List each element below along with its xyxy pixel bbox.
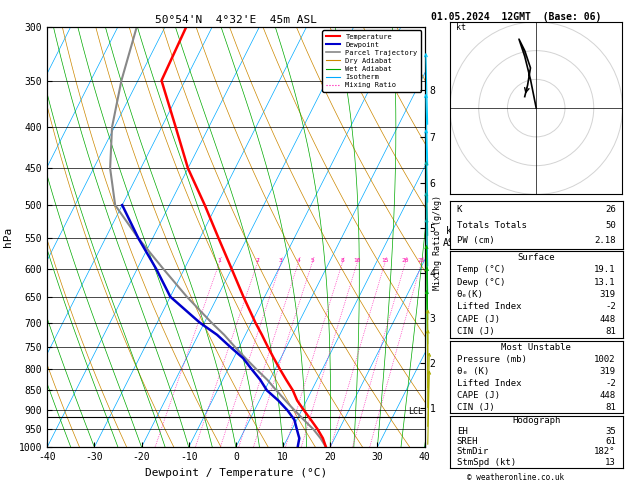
Text: 4: 4 bbox=[296, 258, 300, 263]
Text: Mixing Ratio (g/kg): Mixing Ratio (g/kg) bbox=[433, 195, 442, 291]
Text: 1002: 1002 bbox=[594, 355, 616, 364]
Title: 50°54'N  4°32'E  45m ASL: 50°54'N 4°32'E 45m ASL bbox=[155, 15, 317, 25]
Text: 10: 10 bbox=[353, 258, 361, 263]
Y-axis label: km
ASL: km ASL bbox=[443, 226, 461, 248]
Text: CAPE (J): CAPE (J) bbox=[457, 391, 499, 399]
Text: 2: 2 bbox=[255, 258, 259, 263]
Text: StmDir: StmDir bbox=[457, 448, 489, 456]
Text: θₑ (K): θₑ (K) bbox=[457, 366, 489, 376]
Text: K: K bbox=[457, 205, 462, 214]
Text: CIN (J): CIN (J) bbox=[457, 327, 494, 336]
Text: 8: 8 bbox=[340, 258, 344, 263]
Text: SREH: SREH bbox=[457, 437, 478, 446]
Text: Most Unstable: Most Unstable bbox=[501, 343, 571, 352]
Text: Temp (°C): Temp (°C) bbox=[457, 265, 505, 274]
Text: 50: 50 bbox=[605, 221, 616, 229]
Text: Pressure (mb): Pressure (mb) bbox=[457, 355, 526, 364]
Text: 15: 15 bbox=[381, 258, 389, 263]
Legend: Temperature, Dewpoint, Parcel Trajectory, Dry Adiabat, Wet Adiabat, Isotherm, Mi: Temperature, Dewpoint, Parcel Trajectory… bbox=[323, 30, 421, 92]
Text: CIN (J): CIN (J) bbox=[457, 402, 494, 412]
Text: 319: 319 bbox=[599, 366, 616, 376]
Text: Lifted Index: Lifted Index bbox=[457, 379, 521, 388]
Text: 448: 448 bbox=[599, 391, 616, 399]
Text: 81: 81 bbox=[605, 402, 616, 412]
Text: Hodograph: Hodograph bbox=[512, 416, 560, 425]
Text: © weatheronline.co.uk: © weatheronline.co.uk bbox=[467, 473, 564, 482]
Text: kt: kt bbox=[455, 23, 465, 33]
Text: 1: 1 bbox=[218, 258, 221, 263]
Text: 35: 35 bbox=[605, 427, 616, 435]
Text: θₑ(K): θₑ(K) bbox=[457, 290, 484, 299]
Text: Dewp (°C): Dewp (°C) bbox=[457, 278, 505, 287]
Text: LCL: LCL bbox=[408, 407, 423, 416]
Text: 20: 20 bbox=[401, 258, 409, 263]
Text: Totals Totals: Totals Totals bbox=[457, 221, 526, 229]
Text: 61: 61 bbox=[605, 437, 616, 446]
Text: CAPE (J): CAPE (J) bbox=[457, 315, 499, 324]
Text: -2: -2 bbox=[605, 302, 616, 312]
Text: 319: 319 bbox=[599, 290, 616, 299]
Y-axis label: hPa: hPa bbox=[3, 227, 13, 247]
Text: -2: -2 bbox=[605, 379, 616, 388]
Text: StmSpd (kt): StmSpd (kt) bbox=[457, 458, 516, 467]
Text: 13: 13 bbox=[605, 458, 616, 467]
Text: 25: 25 bbox=[418, 258, 425, 263]
Text: 13.1: 13.1 bbox=[594, 278, 616, 287]
Text: 5: 5 bbox=[310, 258, 314, 263]
Text: PW (cm): PW (cm) bbox=[457, 236, 494, 245]
Text: 26: 26 bbox=[605, 205, 616, 214]
Text: Surface: Surface bbox=[518, 253, 555, 262]
Text: 19.1: 19.1 bbox=[594, 265, 616, 274]
Text: 81: 81 bbox=[605, 327, 616, 336]
Text: 448: 448 bbox=[599, 315, 616, 324]
Text: 2.18: 2.18 bbox=[594, 236, 616, 245]
Text: 3: 3 bbox=[279, 258, 283, 263]
X-axis label: Dewpoint / Temperature (°C): Dewpoint / Temperature (°C) bbox=[145, 468, 327, 478]
Text: Lifted Index: Lifted Index bbox=[457, 302, 521, 312]
Text: 182°: 182° bbox=[594, 448, 616, 456]
Text: EH: EH bbox=[457, 427, 467, 435]
Text: 01.05.2024  12GMT  (Base: 06): 01.05.2024 12GMT (Base: 06) bbox=[431, 12, 601, 22]
